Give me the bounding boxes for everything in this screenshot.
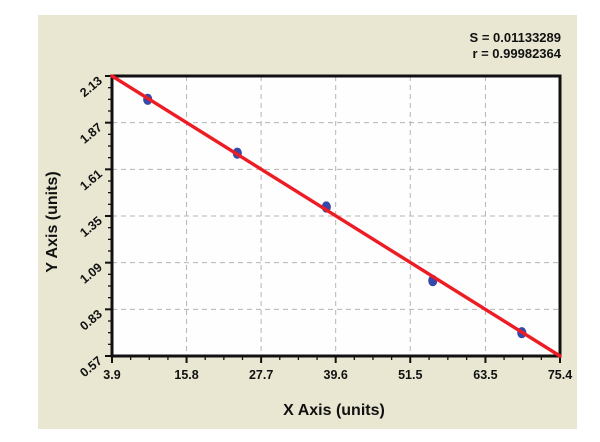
chart-canvas: 3.9 15.8 27.7 39.6 51.5 63.5 75.4 0.57 0.83 1.09 1…: [38, 15, 577, 429]
x-tick-label: 39.6: [324, 368, 348, 382]
x-tick-label: 63.5: [473, 368, 497, 382]
y-axis-title: Y Axis (units): [44, 171, 61, 272]
x-axis-title: X Axis (units): [283, 402, 385, 419]
fit-statistic-s: S = 0.01133289: [470, 30, 561, 45]
x-tick-label: 3.9: [103, 368, 120, 382]
regression-line: [110, 74, 562, 358]
y-tick-label: 1.61: [77, 167, 105, 193]
y-tick-label: 0.83: [77, 307, 105, 333]
chart-render-layer: 3.9 15.8 27.7 39.6 51.5 63.5 75.4 0.57 0.83 1.09 1…: [77, 74, 572, 382]
y-tick-label: 2.13: [77, 74, 105, 100]
x-tick-label: 27.7: [249, 368, 273, 382]
chart-svg: 3.9 15.8 27.7 39.6 51.5 63.5 75.4 0.57 0.83 1.09 1…: [44, 30, 572, 419]
y-tick-label: 1.35: [77, 214, 105, 240]
x-tick-label: 15.8: [174, 368, 198, 382]
y-tick-label: 1.09: [77, 260, 105, 286]
y-tick-label: 0.57: [77, 354, 105, 380]
y-tick-label: 1.87: [77, 120, 105, 146]
x-tick-label: 75.4: [548, 368, 572, 382]
fit-statistic-r: r = 0.99982364: [472, 46, 561, 61]
plot-border: [110, 74, 562, 358]
x-tick-label: 51.5: [398, 368, 422, 382]
